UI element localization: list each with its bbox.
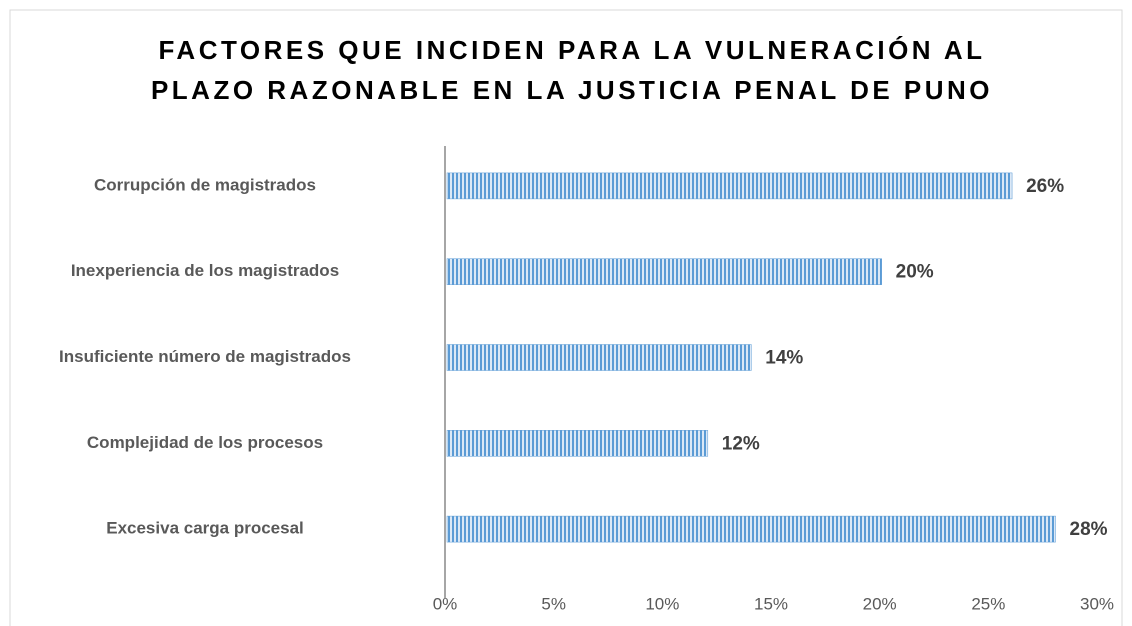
chart-title: FACTORES QUE INCIDEN PARA LA VULNERACIÓN…	[158, 35, 985, 65]
bar	[446, 172, 1013, 200]
bar	[446, 344, 752, 371]
y-tick-label: Excesiva carga procesal	[106, 519, 304, 538]
x-tick-label: 30%	[1080, 594, 1114, 613]
data-label: 20%	[896, 262, 934, 283]
data-label: 14%	[765, 348, 803, 369]
x-tick-label: 0%	[433, 594, 458, 613]
bar	[446, 515, 1056, 543]
data-label: 26%	[1026, 176, 1064, 197]
chart-frame	[9, 9, 1123, 626]
x-tick-label: 20%	[863, 594, 897, 613]
bar	[446, 258, 882, 285]
y-tick-label: Complejidad de los procesos	[87, 433, 323, 452]
bar	[446, 430, 709, 457]
x-tick-label: 5%	[541, 594, 566, 613]
y-tick-label: Insuficiente número de magistrados	[59, 347, 351, 366]
x-tick-label: 10%	[645, 594, 679, 613]
data-label: 12%	[722, 433, 760, 454]
data-label: 28%	[1070, 519, 1108, 540]
x-tick-label: 15%	[754, 594, 788, 613]
y-tick-label: Corrupción de magistrados	[94, 175, 316, 194]
chart-title: PLAZO RAZONABLE EN LA JUSTICIA PENAL DE …	[151, 75, 993, 105]
x-tick-label: 25%	[971, 594, 1005, 613]
y-tick-label: Inexperiencia de los magistrados	[71, 261, 339, 280]
